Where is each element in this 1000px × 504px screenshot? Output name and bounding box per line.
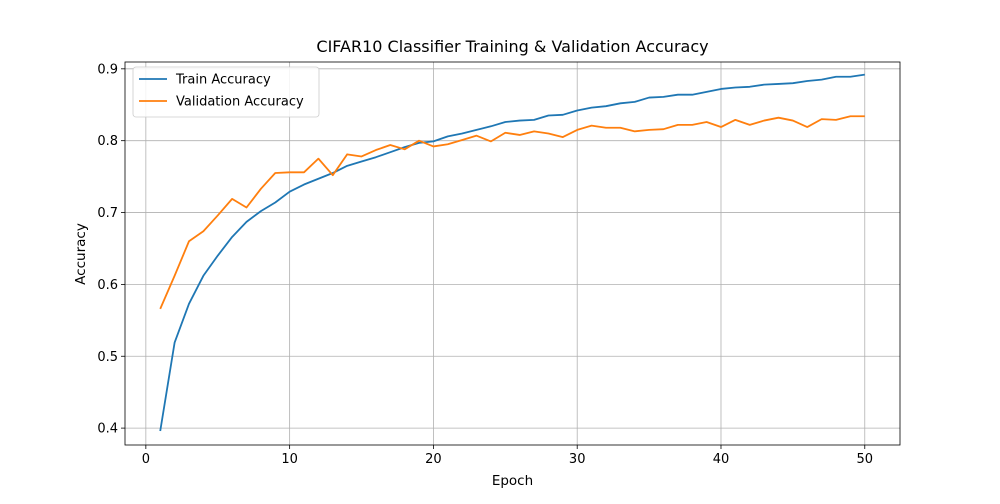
validation-accuracy-line xyxy=(159,115,865,310)
y-tick-label: 0.9 xyxy=(97,62,118,77)
y-tick-label: 0.6 xyxy=(97,278,118,293)
legend-label-train-accuracy: Train Accuracy xyxy=(175,73,271,88)
x-tick-label: 0 xyxy=(142,452,150,467)
x-axis-label: Epoch xyxy=(492,473,533,489)
y-axis-label: Accuracy xyxy=(73,223,89,285)
legend: Train Accuracy Validation Accuracy xyxy=(132,66,320,118)
plot-frame xyxy=(124,61,901,446)
tick-layer: 0 10 20 30 40 50 0.4 0.5 0.6 0.7 0.8 0.9 xyxy=(97,62,873,467)
x-tick-label: 20 xyxy=(425,452,442,467)
x-tick-label: 30 xyxy=(569,452,586,467)
grid-layer xyxy=(125,62,900,445)
legend-label-validation-accuracy: Validation Accuracy xyxy=(176,95,304,110)
y-tick-label: 0.5 xyxy=(97,350,118,365)
chart-title: CIFAR10 Classifier Training & Validation… xyxy=(316,37,708,56)
y-tick-label: 0.7 xyxy=(97,206,118,221)
series-layer xyxy=(159,73,865,432)
x-tick-label: 40 xyxy=(713,452,730,467)
x-tick-label: 10 xyxy=(281,452,298,467)
y-tick-label: 0.8 xyxy=(97,134,118,149)
x-tick-label: 50 xyxy=(856,452,873,467)
y-tick-label: 0.4 xyxy=(97,422,118,437)
train-accuracy-line xyxy=(159,73,865,432)
legend-box xyxy=(132,66,320,118)
